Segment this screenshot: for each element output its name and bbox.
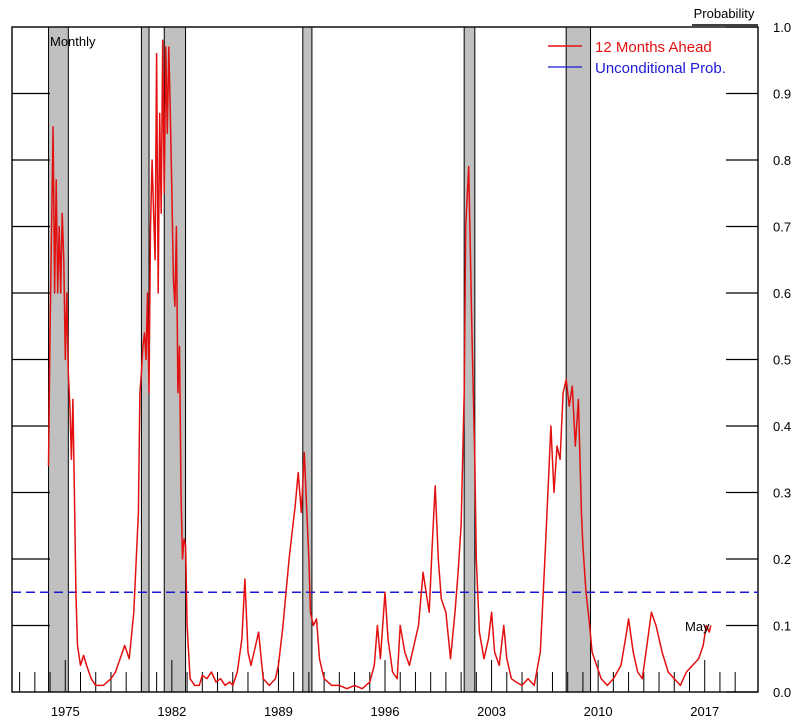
frequency-annotation: Monthly xyxy=(50,34,96,49)
recession-band-5 xyxy=(565,26,592,693)
y-tick-label-6: 0.6 xyxy=(773,286,791,301)
legend: 12 Months Ahead Unconditional Prob. xyxy=(548,39,726,77)
forecast-line-12-months xyxy=(47,39,712,690)
x-tick-label-1996: 1996 xyxy=(371,704,400,719)
y-tick-label-8: 0.8 xyxy=(773,153,791,168)
y-tick-label-10: 1.0 xyxy=(773,20,791,35)
y-tick-label-0: 0.0 xyxy=(773,685,791,700)
last-point-annotation: May xyxy=(685,619,710,634)
y-tick-label-9: 0.9 xyxy=(773,87,791,102)
x-axis-labels: 1975 1982 1989 1996 2003 2010 2017 xyxy=(51,704,719,719)
legend-label-forecast: 12 Months Ahead xyxy=(595,39,712,56)
x-tick-label-1982: 1982 xyxy=(157,704,186,719)
y-tick-label-5: 0.5 xyxy=(773,353,791,368)
month-tick-marks xyxy=(19,660,736,692)
y-tick-label-3: 0.3 xyxy=(773,486,791,501)
x-tick-label-2003: 2003 xyxy=(477,704,506,719)
left-y-tick-marks xyxy=(12,92,50,627)
y-tick-label-1: 0.1 xyxy=(773,619,791,634)
y-tick-label-4: 0.4 xyxy=(773,419,791,434)
x-tick-label-1975: 1975 xyxy=(51,704,80,719)
x-tick-label-2010: 2010 xyxy=(584,704,613,719)
right-y-axis: 0.0 0.1 0.2 0.3 0.4 0.5 0.6 0.7 0.8 0.9 1.0 xyxy=(726,20,791,700)
y-tick-label-7: 0.7 xyxy=(773,220,791,235)
y-axis-title: Probability xyxy=(694,6,755,21)
x-tick-label-2017: 2017 xyxy=(690,704,719,719)
y-tick-label-2: 0.2 xyxy=(773,552,791,567)
x-tick-label-1989: 1989 xyxy=(264,704,293,719)
legend-label-unconditional: Unconditional Prob. xyxy=(595,60,726,77)
recession-bands xyxy=(48,26,592,693)
